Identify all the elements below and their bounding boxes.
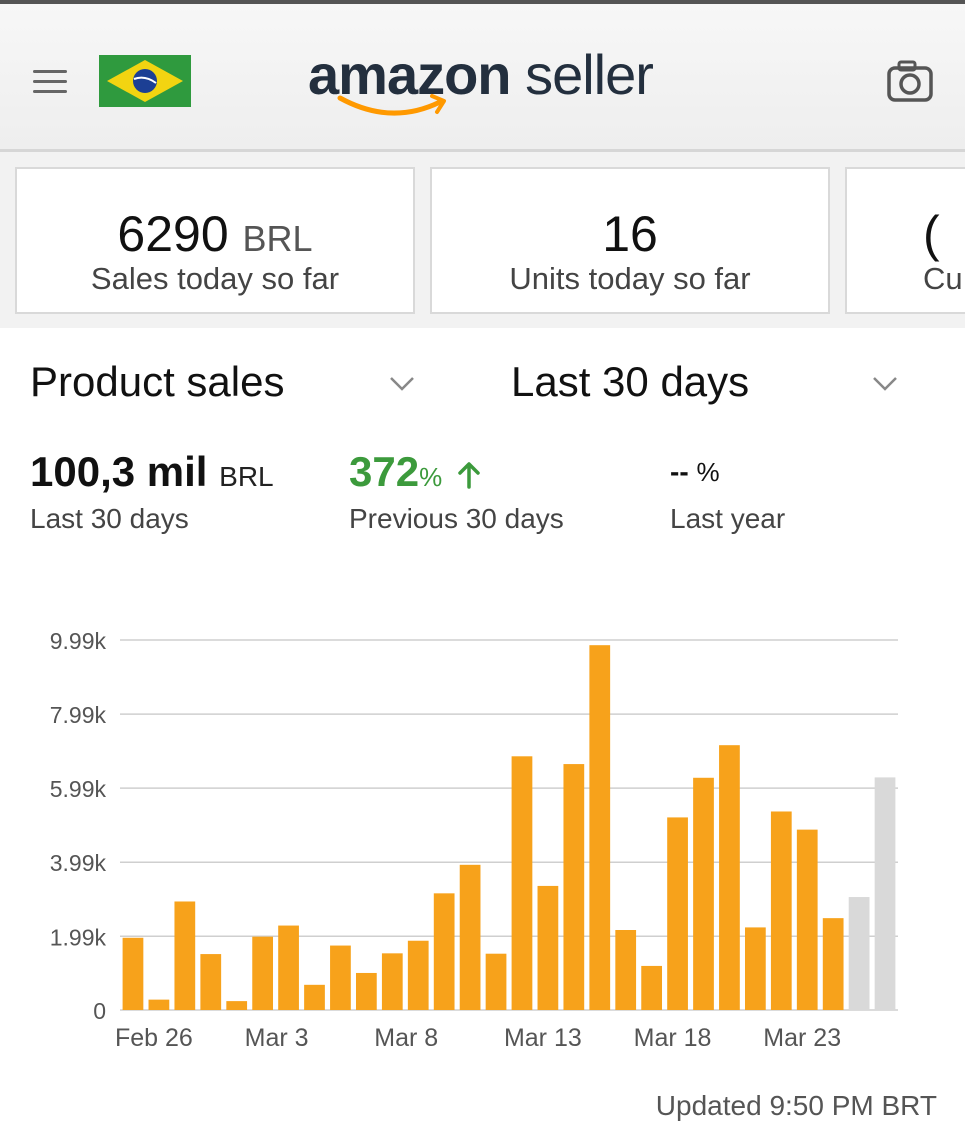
metric-selector[interactable]: Product sales (30, 358, 285, 405)
brand-primary: amazon (308, 43, 511, 106)
third-kpi-card[interactable]: ( Cu (845, 167, 965, 314)
bar (304, 984, 325, 1010)
bar (822, 918, 844, 1010)
last-year-label: Last year (670, 503, 786, 534)
bar (744, 927, 766, 1010)
amazon-smile-icon (337, 94, 446, 116)
bar (563, 764, 585, 1010)
camera-icon[interactable] (886, 58, 934, 104)
brand-secondary: seller (525, 43, 654, 106)
bar (874, 777, 896, 1010)
x-tick-label: Mar 3 (245, 1024, 309, 1052)
bar (537, 885, 559, 1010)
bar (719, 745, 740, 1010)
total-sales-label: Last 30 days (30, 503, 189, 534)
y-tick-label: 1.99k (50, 924, 107, 950)
bar (589, 645, 611, 1010)
y-tick-label: 9.99k (50, 628, 107, 654)
bar (330, 945, 351, 1010)
bar (511, 756, 533, 1010)
total-sales-value: 100,3 mil BRL (30, 448, 274, 495)
third-kpi-value: ( (923, 206, 940, 262)
bar (381, 953, 403, 1010)
y-tick-label: 7.99k (50, 702, 107, 728)
y-tick-label: 5.99k (50, 776, 107, 802)
product-sales-bar-chart: 9.99k 7.99k 5.99k 3.99k 1.99k 0 Feb 26 Mar 3 Mar… (50, 628, 898, 1052)
bar (770, 811, 792, 1010)
bar (641, 965, 663, 1010)
amazon-seller-logo: amazon seller (308, 42, 668, 122)
bar (433, 893, 455, 1010)
bar (355, 972, 377, 1010)
y-tick-label: 3.99k (50, 850, 107, 876)
bar (122, 937, 144, 1010)
bar (226, 1001, 248, 1010)
range-selector[interactable]: Last 30 days (511, 358, 750, 405)
x-tick-label: Mar 18 (634, 1024, 712, 1052)
previous-period-label: Previous 30 days (349, 503, 564, 534)
bar (407, 940, 429, 1010)
chevron-down-icon[interactable] (872, 376, 898, 392)
bar (174, 901, 196, 1010)
sales-today-unit: BRL (242, 218, 313, 259)
brazil-flag-icon[interactable] (99, 55, 191, 107)
arrow-up-icon (458, 462, 480, 489)
third-kpi-label: Cu (923, 261, 963, 296)
sales-today-value: 6290 (117, 206, 229, 262)
bar (200, 954, 222, 1010)
last-year-change: -- % (670, 456, 720, 487)
bar (485, 953, 507, 1010)
units-today-card[interactable]: 16 Units today so far (430, 167, 830, 314)
previous-period-change: 372% (349, 448, 482, 496)
updated-timestamp: Updated 9:50 PM BRT (655, 1090, 937, 1121)
units-today-value: 16 (602, 206, 658, 262)
previous-period-unit: % (419, 462, 443, 492)
bar (615, 930, 637, 1010)
last-year-unit: % (696, 457, 720, 487)
bar (148, 999, 170, 1010)
bar (278, 925, 299, 1010)
sales-today-label: Sales today so far (90, 261, 340, 296)
hamburger-menu-icon[interactable] (33, 70, 69, 96)
bar (252, 936, 274, 1010)
total-sales-unit: BRL (219, 461, 274, 492)
bar (848, 897, 870, 1010)
bar (459, 864, 481, 1010)
chevron-down-icon[interactable] (389, 376, 415, 392)
bar (796, 829, 818, 1010)
sales-today-card[interactable]: 6290 BRL Sales today so far (15, 167, 415, 314)
x-tick-label: Feb 26 (115, 1024, 193, 1052)
kpi-cards: 6290 BRL Sales today so far 16 Units tod… (0, 152, 965, 328)
x-tick-label: Mar 8 (374, 1024, 438, 1052)
bar (667, 817, 688, 1010)
x-tick-label: Mar 13 (504, 1024, 582, 1052)
y-tick-label: 0 (93, 998, 106, 1024)
units-today-label: Units today so far (509, 261, 751, 296)
bar (693, 777, 714, 1010)
app-header: amazon seller (0, 0, 965, 152)
x-tick-label: Mar 23 (763, 1024, 841, 1052)
